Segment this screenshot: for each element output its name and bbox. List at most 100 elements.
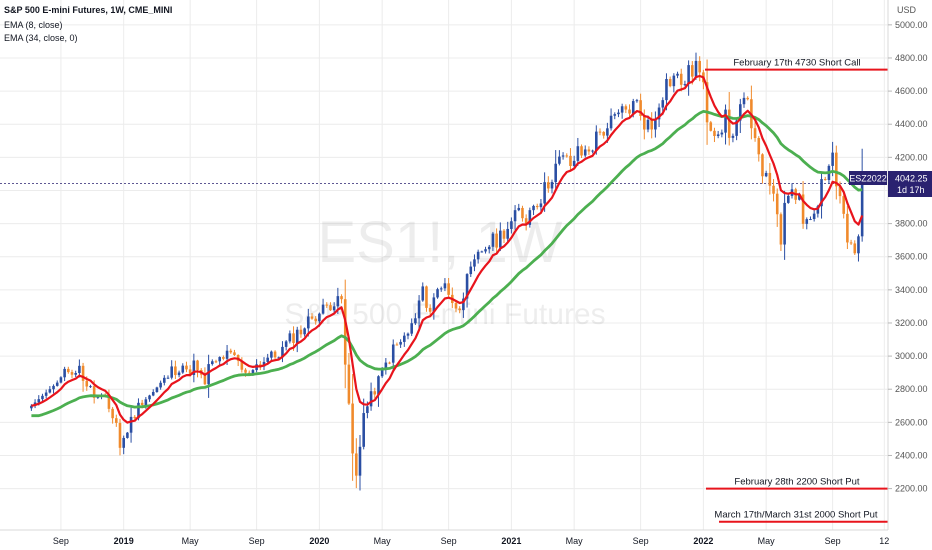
candle-body <box>81 365 85 381</box>
chart-title[interactable]: S&P 500 E-mini Futures, 1W, CME_MINI <box>4 5 172 15</box>
candle-body <box>676 73 679 76</box>
candle-body <box>768 172 772 186</box>
candle-body <box>857 236 860 254</box>
candle-body <box>565 155 569 157</box>
candle-body <box>358 446 362 476</box>
candle-body <box>465 274 469 299</box>
candle-body <box>657 107 661 120</box>
candle-body <box>148 395 151 400</box>
candle-body <box>842 196 845 214</box>
ema-fast-legend[interactable]: EMA (8, close) <box>4 20 63 30</box>
candle-body <box>395 344 399 346</box>
candle-body <box>421 286 425 301</box>
candle-body <box>44 392 48 396</box>
candle-body <box>550 182 554 189</box>
candle-body <box>436 289 439 298</box>
candle-body <box>683 84 687 86</box>
candle-body <box>805 219 809 224</box>
candle-body <box>414 318 417 324</box>
candle-body <box>314 318 317 322</box>
candle-body <box>539 203 543 208</box>
candle-body <box>388 362 391 364</box>
ema-8-line <box>31 74 864 424</box>
candle-body <box>211 361 214 365</box>
candle-body <box>727 109 731 138</box>
candle-body <box>351 403 354 454</box>
candle-body <box>37 399 41 403</box>
ema-slow-legend[interactable]: EMA (34, close, 0) <box>4 33 78 43</box>
candle-body <box>251 370 255 374</box>
candle-body <box>606 128 609 136</box>
candle-body <box>624 106 628 110</box>
watermark: ES1!, 1W S&P 500 E-mini Futures <box>284 210 605 331</box>
candle-body <box>181 365 185 373</box>
candle-body <box>469 266 473 275</box>
candle-body <box>325 304 329 306</box>
time-tick-label: 2019 <box>114 536 134 546</box>
candle-body <box>137 402 140 419</box>
time-tick-label: May <box>758 536 776 546</box>
candle-body <box>266 357 269 362</box>
candle-body <box>310 316 314 319</box>
candle-body <box>366 406 369 414</box>
legend: S&P 500 E-mini Futures, 1W, CME_MINI EMA… <box>4 5 172 43</box>
candle-body <box>362 413 365 447</box>
candle-body <box>853 243 857 254</box>
price-tick-label: 3600.00 <box>895 252 928 262</box>
candle-body <box>270 351 273 358</box>
price-tick-label: 3400.00 <box>895 285 928 295</box>
watermark-symbol: ES1!, 1W <box>318 210 563 275</box>
current-countdown: 1d 17h <box>897 185 925 195</box>
price-tick-label: 5000.00 <box>895 20 928 30</box>
candle-body <box>698 60 701 73</box>
candle-body <box>521 207 524 219</box>
time-tick-label: May <box>182 536 200 546</box>
candle-body <box>281 346 284 358</box>
candle-body <box>547 182 550 189</box>
candle-body <box>473 259 476 267</box>
price-tick-label: 4600.00 <box>895 86 928 96</box>
candle-body <box>417 300 421 319</box>
candle-body <box>595 131 598 151</box>
candle-body <box>207 364 210 385</box>
time-tick-label: May <box>566 536 584 546</box>
candle-body <box>487 246 491 250</box>
candle-body <box>384 362 388 370</box>
candle-body <box>787 195 790 203</box>
candle-body <box>369 391 373 407</box>
candle-body <box>476 251 480 260</box>
candle-body <box>798 194 801 200</box>
candle-body <box>166 377 170 379</box>
candle-body <box>668 78 672 87</box>
candle-body <box>347 364 351 404</box>
candle-body <box>480 251 484 253</box>
current-price-box <box>888 171 932 197</box>
candle-body <box>432 297 436 312</box>
candle-body <box>687 65 690 85</box>
price-tick-label: 2200.00 <box>895 484 928 494</box>
candle-body <box>284 341 288 347</box>
candle-body <box>307 316 310 329</box>
candle-body <box>643 115 646 130</box>
candle-body <box>244 369 247 373</box>
time-tick-label: May <box>374 536 392 546</box>
candle-body <box>705 82 709 123</box>
candle-body <box>410 323 413 334</box>
candle-body <box>203 374 207 385</box>
candle-body <box>403 335 406 342</box>
candle-body <box>801 194 805 224</box>
time-axis-labels: Sep 2019 May Sep 2020 May Sep 2021 May Sep 2022 May… <box>53 536 889 546</box>
candle-body <box>292 333 295 343</box>
candle-body <box>122 437 125 448</box>
candle-body <box>67 368 70 373</box>
candle-body <box>240 360 244 370</box>
candle-body <box>214 361 218 363</box>
time-tick-label: Sep <box>53 536 69 546</box>
candle-body <box>535 205 539 208</box>
candle-body <box>159 382 162 388</box>
candle-body <box>174 366 177 376</box>
candle-body <box>428 307 432 312</box>
candle-body <box>746 97 749 100</box>
candle-body <box>89 386 92 388</box>
